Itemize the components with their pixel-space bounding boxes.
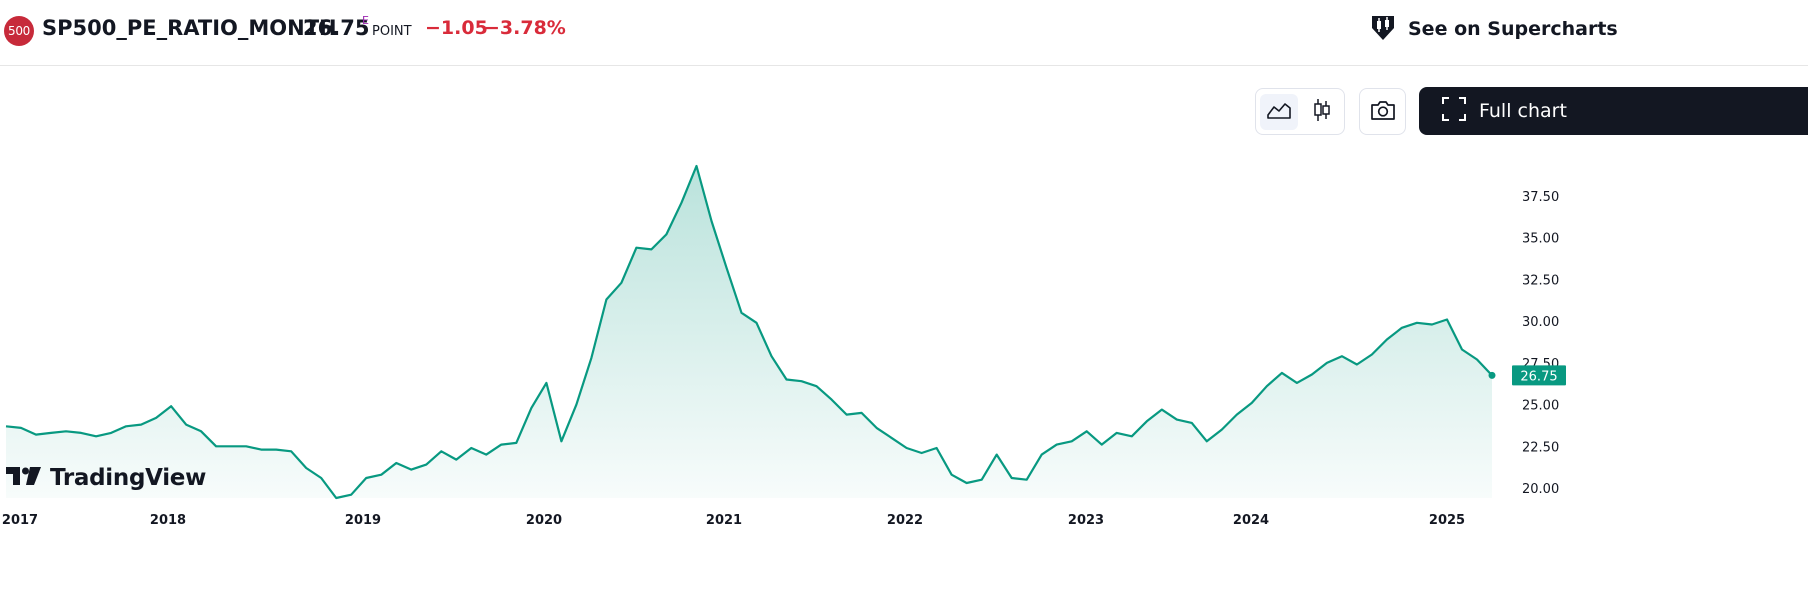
snapshot-button[interactable]: [1359, 88, 1406, 135]
candlestick-chart-button[interactable]: [1303, 94, 1341, 130]
fullscreen-icon: [1441, 96, 1467, 126]
last-price: 26.75: [303, 16, 370, 40]
area-chart-icon: [1266, 99, 1292, 125]
y-tick-label: 35.00: [1522, 232, 1559, 247]
see-on-supercharts-label: See on Supercharts: [1408, 18, 1618, 40]
full-chart-label: Full chart: [1479, 100, 1567, 122]
symbol-header: 500 SP500_PE_RATIO_MONTH 26.75 E POINT −…: [0, 0, 1808, 66]
y-tick-label: 25.00: [1522, 399, 1559, 414]
price-change: −1.05: [425, 17, 488, 39]
series-area-fill: [6, 166, 1492, 498]
candlestick-icon: [1311, 97, 1333, 127]
chart-type-switcher: [1255, 88, 1345, 135]
last-value-label: 26.75: [1520, 369, 1557, 384]
y-tick-label: 22.50: [1522, 440, 1559, 455]
x-tick-label: 2022: [887, 513, 923, 528]
price-unit: POINT: [372, 24, 412, 39]
last-value-dot: [1488, 371, 1496, 379]
see-on-supercharts-link[interactable]: See on Supercharts: [1368, 13, 1618, 45]
y-tick-label: 20.00: [1522, 482, 1559, 497]
x-tick-label: 2018: [150, 513, 186, 528]
area-chart-button[interactable]: [1260, 94, 1298, 130]
symbol-badge[interactable]: 500: [4, 16, 34, 46]
series-line: [5, 164, 1493, 500]
x-tick-label: 2017: [2, 513, 38, 528]
x-tick-label: 2025: [1429, 513, 1465, 528]
x-tick-label: 2023: [1068, 513, 1104, 528]
y-tick-label: 30.00: [1522, 315, 1559, 330]
tradingview-logo[interactable]: TradingView: [6, 465, 206, 491]
estimate-flag: E: [362, 14, 369, 27]
camera-icon: [1369, 98, 1397, 126]
price-change-percent: −3.78%: [484, 17, 566, 39]
y-tick-label: 37.50: [1522, 190, 1559, 205]
tradingview-logo-icon: [6, 465, 42, 491]
x-axis: 2017 2018 2019 2020 2021 2022 2023 2024 2025: [2, 513, 1465, 528]
y-tick-label: 32.50: [1522, 273, 1559, 288]
x-tick-label: 2021: [706, 513, 742, 528]
tradingview-logo-text: TradingView: [50, 465, 207, 491]
x-tick-label: 2019: [345, 513, 381, 528]
symbol-name[interactable]: SP500_PE_RATIO_MONTH: [42, 16, 337, 40]
last-value-badge: 26.75: [1512, 365, 1566, 386]
x-tick-label: 2020: [526, 513, 562, 528]
x-tick-label: 2024: [1233, 513, 1269, 528]
supercharts-icon: [1368, 12, 1398, 46]
full-chart-button[interactable]: Full chart: [1419, 87, 1808, 135]
